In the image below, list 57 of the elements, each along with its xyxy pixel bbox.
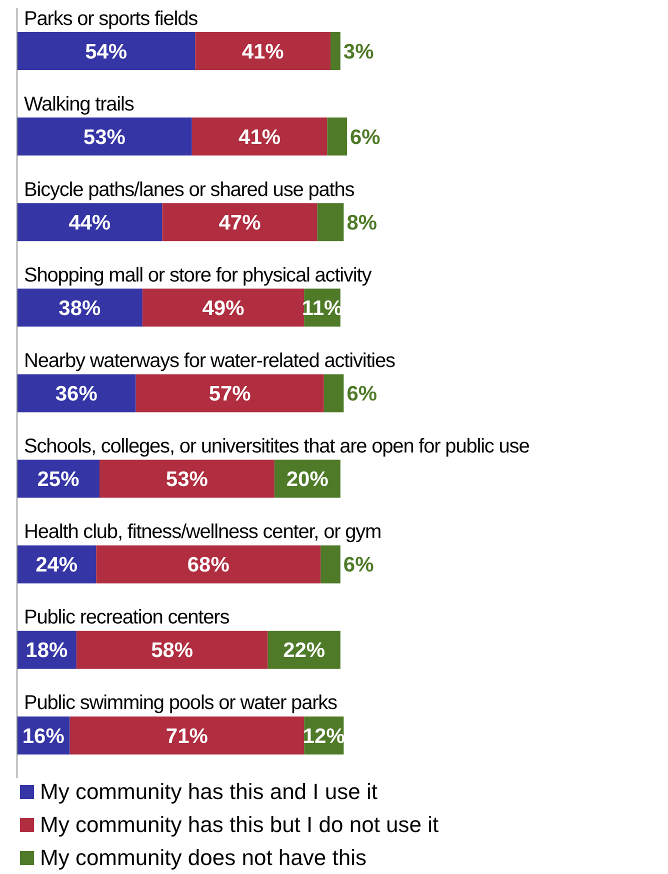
data-label: 18% — [26, 639, 68, 662]
data-label: 6% — [346, 382, 378, 406]
bar — [17, 374, 136, 412]
legend-label: My community has this and I use it — [40, 778, 378, 806]
y-tick-label: Nearby waterways for water-related activities — [24, 350, 396, 372]
data-label: 6% — [343, 554, 374, 577]
data-label: 38% — [58, 297, 102, 320]
bar — [317, 203, 344, 242]
bar — [17, 118, 192, 156]
bar — [136, 374, 324, 412]
y-tick-label: Parks or sports fields — [24, 8, 198, 30]
bar — [162, 203, 318, 242]
data-label: 20% — [286, 468, 329, 492]
data-label: 16% — [22, 724, 65, 748]
y-tick-label: Shopping mall or store for physical activity — [24, 264, 372, 286]
data-label: 47% — [218, 211, 262, 234]
bar — [76, 630, 268, 669]
data-label: 41% — [238, 126, 281, 149]
data-label: 36% — [55, 382, 98, 406]
bar — [17, 288, 142, 327]
data-label: 58% — [151, 639, 194, 662]
bar — [100, 460, 274, 498]
data-label: 53% — [83, 126, 126, 149]
data-label: 8% — [346, 211, 378, 234]
data-label: 68% — [187, 554, 230, 577]
data-label: 25% — [37, 468, 80, 492]
y-tick-label: Bicycle paths/lanes or shared use paths — [24, 178, 355, 201]
data-label: 57% — [208, 382, 252, 406]
bar — [17, 32, 196, 70]
bar — [192, 118, 328, 156]
bar — [142, 288, 304, 327]
bar — [320, 545, 340, 584]
bar — [17, 203, 162, 242]
data-label: 54% — [85, 40, 128, 64]
data-label: 24% — [36, 554, 78, 577]
data-label: 53% — [166, 468, 208, 492]
y-tick-label: Public recreation centers — [24, 606, 230, 629]
y-tick-label: Walking trails — [24, 93, 134, 116]
data-label: 22% — [283, 639, 326, 662]
data-label: 44% — [68, 211, 111, 234]
data-label: 3% — [343, 40, 374, 64]
y-tick-label: Health club, fitness/wellness center, or gym — [24, 521, 382, 544]
data-label: 41% — [242, 40, 284, 64]
data-label: 11% — [302, 297, 344, 320]
bar — [324, 374, 344, 412]
bar — [327, 118, 347, 156]
y-tick-label: Schools, colleges, or universitites that are open for public use — [24, 436, 530, 458]
data-label: 6% — [350, 126, 381, 149]
bar — [70, 716, 304, 754]
data-label: 71% — [166, 724, 208, 748]
bar — [195, 32, 330, 70]
legend-label: My community does not have this — [40, 844, 366, 872]
bar — [330, 32, 340, 70]
bar — [96, 545, 321, 584]
legend-label: My community has this but I do not use it — [40, 811, 439, 839]
data-label: 49% — [202, 297, 245, 320]
y-tick-label: Public swimming pools or water parks — [24, 692, 338, 714]
